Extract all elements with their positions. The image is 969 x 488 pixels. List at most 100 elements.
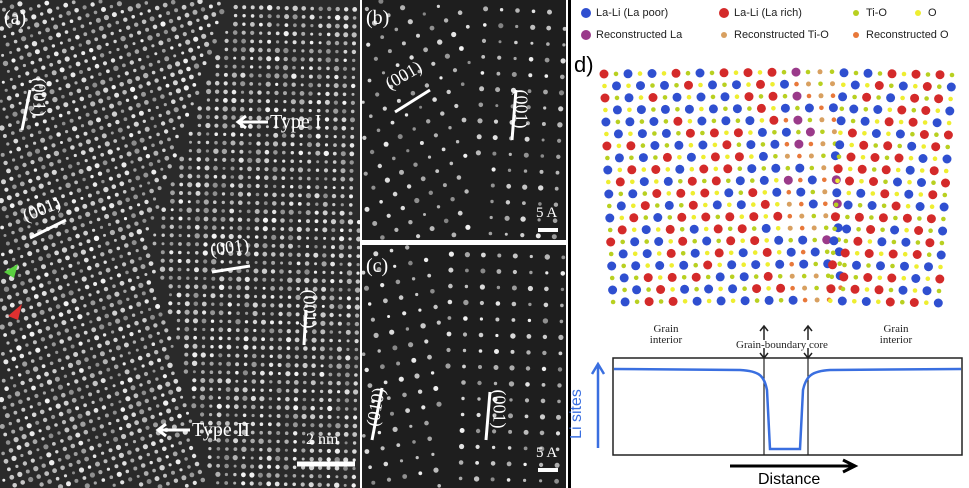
atom-column [168, 91, 173, 96]
atom-column [243, 379, 247, 383]
atom [843, 200, 853, 210]
atom-column [106, 69, 110, 74]
atom-column [354, 364, 358, 369]
atom [794, 139, 804, 149]
atom [642, 191, 648, 196]
atom-column [347, 288, 351, 292]
atom-column [20, 453, 24, 458]
atom [818, 81, 823, 87]
atom-column [311, 398, 315, 402]
atom-column [295, 304, 300, 308]
atom-column [75, 333, 80, 338]
atom-column [315, 185, 320, 190]
atom-column [508, 429, 513, 434]
atom-column [285, 414, 290, 419]
atom-column [46, 452, 52, 458]
atom [870, 191, 876, 196]
atom-column [70, 145, 75, 150]
atom-column [239, 149, 244, 154]
atom [696, 92, 706, 102]
atom [684, 80, 693, 90]
atom [708, 104, 718, 114]
atom-column [41, 165, 46, 170]
atom [648, 93, 658, 102]
atom-column [542, 350, 547, 356]
atom-column [9, 349, 13, 353]
atom-column [113, 436, 119, 442]
atom-column [56, 331, 61, 336]
atom-column [325, 109, 330, 113]
atom-column [307, 142, 312, 148]
atom [702, 236, 712, 246]
atom-column [184, 483, 189, 488]
atom-column [6, 69, 10, 73]
atom-column [145, 425, 150, 430]
atom-column [229, 226, 233, 230]
atom-column [179, 96, 184, 101]
atom-column [38, 57, 43, 62]
atom-column [311, 355, 316, 360]
atom [776, 250, 782, 255]
atom-column [146, 55, 150, 59]
atom-column [214, 123, 219, 128]
atom-column [188, 47, 194, 53]
atom-column [154, 177, 159, 183]
atom-column [195, 199, 200, 204]
atom [640, 201, 650, 211]
atom-column [114, 92, 120, 98]
atom [654, 179, 659, 184]
atom-column [45, 200, 50, 204]
atom-column [74, 8, 79, 13]
atom [880, 189, 890, 199]
atom-column [46, 253, 51, 259]
atom-column [295, 329, 300, 334]
atom-column [427, 155, 432, 159]
atom-column [242, 22, 246, 26]
atom-column [206, 23, 211, 28]
atom-column [45, 299, 49, 304]
atom-column [301, 40, 306, 45]
atom [636, 81, 645, 91]
atom-column [67, 38, 72, 42]
atom-column [83, 32, 88, 37]
atom-column [251, 379, 257, 384]
atom-column [258, 56, 263, 61]
atom-column [284, 14, 290, 20]
atom [891, 239, 897, 245]
atom [893, 215, 898, 221]
atom [607, 261, 617, 271]
atom-column [296, 261, 301, 266]
atom-column [26, 198, 30, 202]
atom [740, 296, 750, 306]
atom-column [167, 435, 172, 441]
atom-column [228, 242, 234, 248]
atom-column [62, 446, 67, 452]
atom [660, 104, 670, 114]
atom-column [284, 448, 288, 452]
atom-column [179, 156, 185, 162]
atom-column [225, 438, 230, 443]
atom-column [350, 134, 355, 139]
atom [763, 214, 769, 219]
atom [760, 199, 770, 209]
atom-column [212, 208, 218, 214]
atom-column [149, 288, 155, 293]
atom-column [287, 277, 293, 283]
atom [701, 154, 706, 160]
atom-column [349, 186, 354, 190]
atom-column [193, 309, 199, 315]
atom-column [149, 460, 153, 465]
atom-column [163, 129, 169, 134]
atom-column [80, 124, 85, 128]
atom-column [164, 328, 169, 333]
atom-column [492, 413, 497, 418]
atom-column [5, 314, 10, 318]
atom-column [250, 5, 255, 10]
atom-column [230, 175, 235, 179]
plane-line [484, 391, 492, 441]
atom [723, 106, 728, 112]
atom-column [315, 168, 320, 172]
atom-column [141, 165, 145, 169]
atom-column [209, 361, 214, 366]
atom-column [36, 302, 42, 307]
